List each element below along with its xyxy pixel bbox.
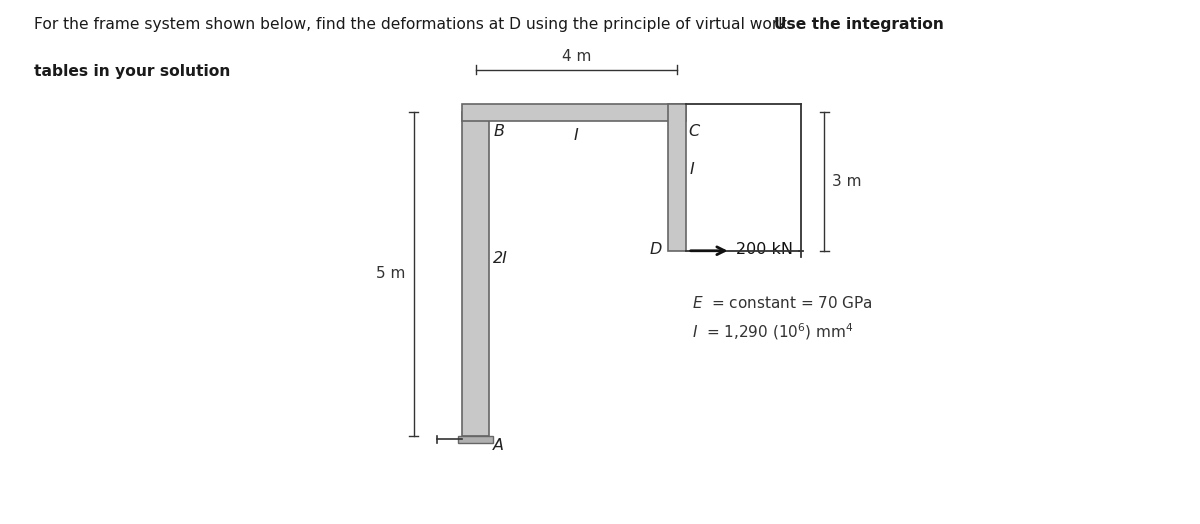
Text: A: A	[492, 438, 504, 453]
Bar	[457, 435, 493, 443]
Text: B: B	[493, 124, 504, 139]
Text: 3 m: 3 m	[832, 174, 862, 189]
Text: $E$  = constant = 70 GPa: $E$ = constant = 70 GPa	[692, 295, 874, 311]
Text: $I$  = 1,290 (10$^6$) mm$^4$: $I$ = 1,290 (10$^6$) mm$^4$	[692, 321, 854, 342]
Text: 200 kN: 200 kN	[736, 242, 793, 257]
Bar	[462, 112, 490, 435]
Text: I: I	[689, 162, 694, 178]
Text: C: C	[689, 124, 700, 139]
Text: I: I	[574, 128, 578, 144]
Text: For the frame system shown below, find the deformations at D using the principle: For the frame system shown below, find t…	[34, 17, 797, 32]
Text: 5 m: 5 m	[377, 266, 406, 281]
Text: 2I: 2I	[493, 251, 509, 266]
Bar	[462, 104, 685, 121]
Text: 4 m: 4 m	[562, 49, 590, 63]
Bar	[668, 104, 685, 251]
Text: tables in your solution: tables in your solution	[34, 64, 230, 79]
Text: D: D	[650, 242, 662, 257]
Text: Use the integration: Use the integration	[774, 17, 944, 32]
